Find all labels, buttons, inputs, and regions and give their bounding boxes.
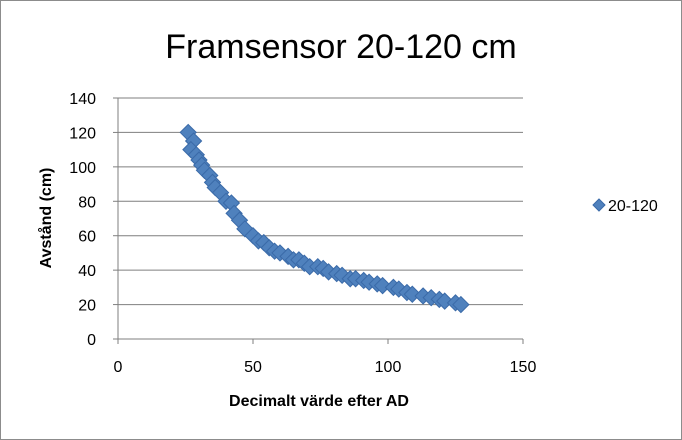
data-point <box>373 276 392 295</box>
x-tick-labels: 0 50 100 150 <box>114 359 537 376</box>
x-axis-title: Decimalt värde efter AD <box>229 393 409 410</box>
legend-marker-diamond <box>592 198 606 212</box>
y-tick-label-140: 140 <box>69 91 96 108</box>
legend: 20-120 <box>592 198 658 215</box>
data-point <box>271 244 289 262</box>
y-tick-label-80: 80 <box>78 194 96 211</box>
y-tick-labels: 0 20 40 60 80 100 120 140 <box>69 91 96 349</box>
legend-label: 20-120 <box>608 198 658 215</box>
chart-title: Framsensor 20-120 cm <box>165 28 516 66</box>
x-tick-label-100: 100 <box>375 359 402 376</box>
x-tick-label-150: 150 <box>510 359 537 376</box>
data-point <box>236 220 254 238</box>
y-tick-label-100: 100 <box>69 160 96 177</box>
y-tick-label-40: 40 <box>78 263 96 280</box>
x-tick-label-50: 50 <box>244 359 262 376</box>
y-tick-label-60: 60 <box>78 229 96 246</box>
y-axis-title: Avstånd (cm) <box>37 168 55 269</box>
x-tick-label-0: 0 <box>114 359 123 376</box>
y-tick-label-0: 0 <box>87 332 96 349</box>
data-point <box>452 295 470 314</box>
data-point <box>435 292 454 310</box>
axes <box>113 97 524 344</box>
data-point <box>390 280 408 298</box>
y-tick-label-20: 20 <box>78 298 96 315</box>
data-points <box>179 123 470 314</box>
data-point <box>403 285 422 303</box>
y-tick-label-120: 120 <box>69 125 96 142</box>
